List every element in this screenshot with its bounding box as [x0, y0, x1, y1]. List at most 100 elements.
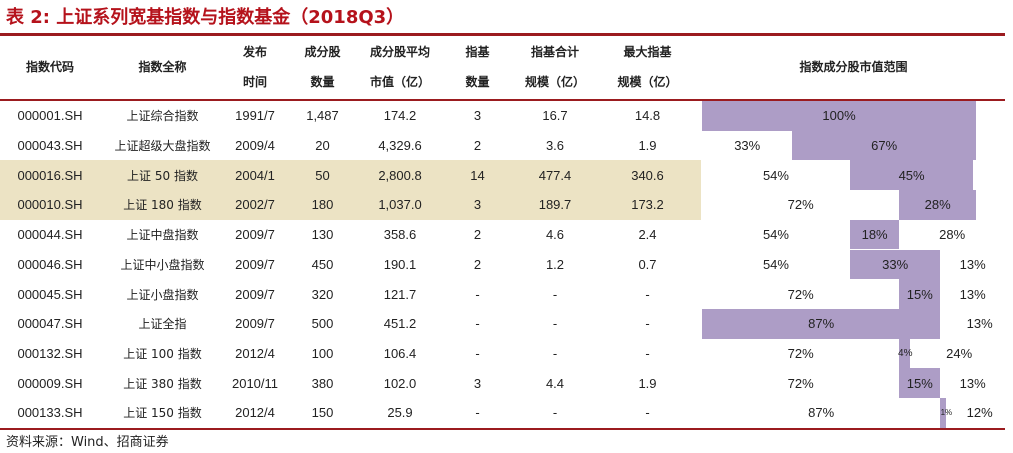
cell-avgcap: 1,037.0	[378, 197, 422, 213]
cell-funds: 2	[473, 138, 482, 154]
header-distribution: 指数成分股市值范围	[799, 60, 908, 74]
cell-date: 2012/4	[235, 345, 275, 361]
table-row: 000016.SH 上证 50 指数 2004/1 50 2,800.8 14 477.4 3…	[0, 160, 1005, 191]
cell-date: 2004/1	[235, 167, 275, 183]
distribution-label-3: 13%	[959, 286, 986, 302]
distribution-bar	[702, 308, 941, 339]
distribution-label-2: 15%	[906, 286, 933, 302]
distribution-label-1: 54%	[762, 256, 789, 272]
cell-date: 2009/7	[235, 256, 275, 272]
table-title: 表 2: 上证系列宽基指数与指数基金（2018Q3）	[6, 7, 405, 28]
cell-count: 130	[311, 227, 334, 243]
cell-max: -	[645, 405, 650, 421]
cell-avgcap: 106.4	[383, 345, 417, 361]
distribution-bar	[899, 338, 911, 369]
bottom-rule	[0, 428, 1005, 430]
cell-funds: -	[475, 316, 480, 332]
cell-date: 2009/4	[235, 138, 275, 154]
distribution-bar	[702, 101, 976, 131]
table-row: 000045.SH 上证小盘指数 2009/7 320 121.7 - - - 72% 15% 13…	[0, 279, 1005, 309]
cell-funds: 3	[473, 108, 482, 124]
cell-count: 180	[311, 197, 334, 213]
cell-count: 320	[311, 286, 334, 302]
distribution-bar	[792, 130, 976, 161]
cell-funds: 2	[473, 227, 482, 243]
distribution-bar	[849, 249, 941, 280]
cell-name: 上证中盘指数	[126, 228, 199, 243]
cell-name: 上证 380 指数	[123, 376, 202, 391]
table-row: 000132.SH 上证 100 指数 2012/4 100 106.4 - - - 72% 4%…	[0, 338, 1005, 369]
cell-total: 189.7	[538, 197, 572, 213]
distribution-label-1: 33%	[734, 138, 761, 154]
cell-funds: 2	[473, 256, 482, 272]
cell-code: 000045.SH	[17, 286, 83, 302]
header-code: 指数代码	[25, 60, 74, 74]
cell-count: 50	[315, 167, 330, 183]
cell-max: -	[645, 286, 650, 302]
cell-total: 4.6	[545, 227, 565, 243]
cell-name: 上证超级大盘指数	[114, 139, 211, 154]
cell-name: 上证 150 指数	[123, 406, 202, 421]
cell-total: 16.7	[542, 108, 568, 124]
cell-avgcap: 2,800.8	[378, 167, 422, 183]
header-total: 指基合计 规模（亿）	[524, 45, 585, 89]
distribution-label-3: 13%	[959, 256, 986, 272]
distribution-bar	[899, 279, 941, 309]
cell-funds: 3	[473, 197, 482, 213]
cell-avgcap: 102.0	[383, 375, 417, 391]
cell-date: 2009/7	[235, 286, 275, 302]
cell-code: 000010.SH	[17, 197, 83, 213]
cell-avgcap: 25.9	[387, 405, 413, 421]
distribution-label-2: 45%	[898, 167, 925, 183]
distribution-label-3: 24%	[946, 345, 973, 361]
source-note: 资料来源：Wind、招商证券	[6, 435, 169, 450]
distribution-bar	[899, 190, 976, 220]
cell-date: 1991/7	[235, 108, 275, 124]
distribution-label-3: 13%	[966, 316, 993, 332]
table-row: 000133.SH 上证 150 指数 2012/4 150 25.9 - - - 87% 1% 1…	[0, 398, 1005, 428]
distribution-label-2: 4%	[898, 347, 913, 359]
table-row: 000043.SH 上证超级大盘指数 2009/4 20 4,329.6 2 3.6 1.9 3…	[0, 130, 1005, 161]
cell-total: -	[552, 316, 558, 332]
cell-max: -	[645, 345, 650, 361]
cell-avgcap: 190.1	[383, 256, 417, 272]
cell-code: 000046.SH	[17, 256, 83, 272]
distribution-label-3: 13%	[959, 375, 986, 391]
cell-avgcap: 451.2	[383, 316, 417, 332]
cell-code: 000044.SH	[17, 227, 83, 243]
cell-count: 380	[311, 375, 334, 391]
cell-code: 000016.SH	[17, 167, 83, 183]
cell-total: 3.6	[545, 138, 565, 154]
cell-count: 1,487	[306, 108, 339, 124]
header-max: 最大指基 规模（亿）	[617, 45, 678, 89]
cell-funds: -	[475, 286, 480, 302]
cell-date: 2009/7	[235, 227, 275, 243]
cell-name: 上证 50 指数	[127, 168, 198, 183]
row-highlight	[0, 160, 701, 191]
cell-date: 2002/7	[235, 197, 275, 213]
distribution-bar	[899, 368, 941, 398]
cell-total: 477.4	[538, 167, 572, 183]
cell-count: 100	[311, 345, 334, 361]
cell-total: 4.4	[545, 375, 565, 391]
table-row: 000010.SH 上证 180 指数 2002/7 180 1,037.0 3 189.7…	[0, 190, 1005, 220]
cell-name: 上证中小盘指数	[120, 257, 205, 272]
header-count: 成分股 数量	[304, 45, 341, 89]
distribution-label-1: 72%	[787, 345, 814, 361]
cell-name: 上证综合指数	[126, 109, 199, 124]
cell-count: 20	[315, 138, 330, 154]
cell-name: 上证 180 指数	[123, 198, 202, 213]
header-rule	[0, 99, 1005, 101]
header-funds: 指基 数量	[465, 45, 490, 89]
cell-avgcap: 121.7	[383, 286, 417, 302]
cell-date: 2010/11	[231, 375, 279, 391]
distribution-label-1: 87%	[808, 316, 835, 332]
cell-code: 000009.SH	[17, 375, 83, 391]
row-highlight	[0, 190, 701, 220]
distribution-label-2: 1%	[940, 408, 953, 418]
distribution-bar	[849, 160, 974, 191]
distribution-label-2: 18%	[861, 227, 888, 243]
cell-funds: 14	[470, 167, 485, 183]
cell-max: 14.8	[634, 108, 661, 124]
cell-max: 0.7	[638, 256, 657, 272]
